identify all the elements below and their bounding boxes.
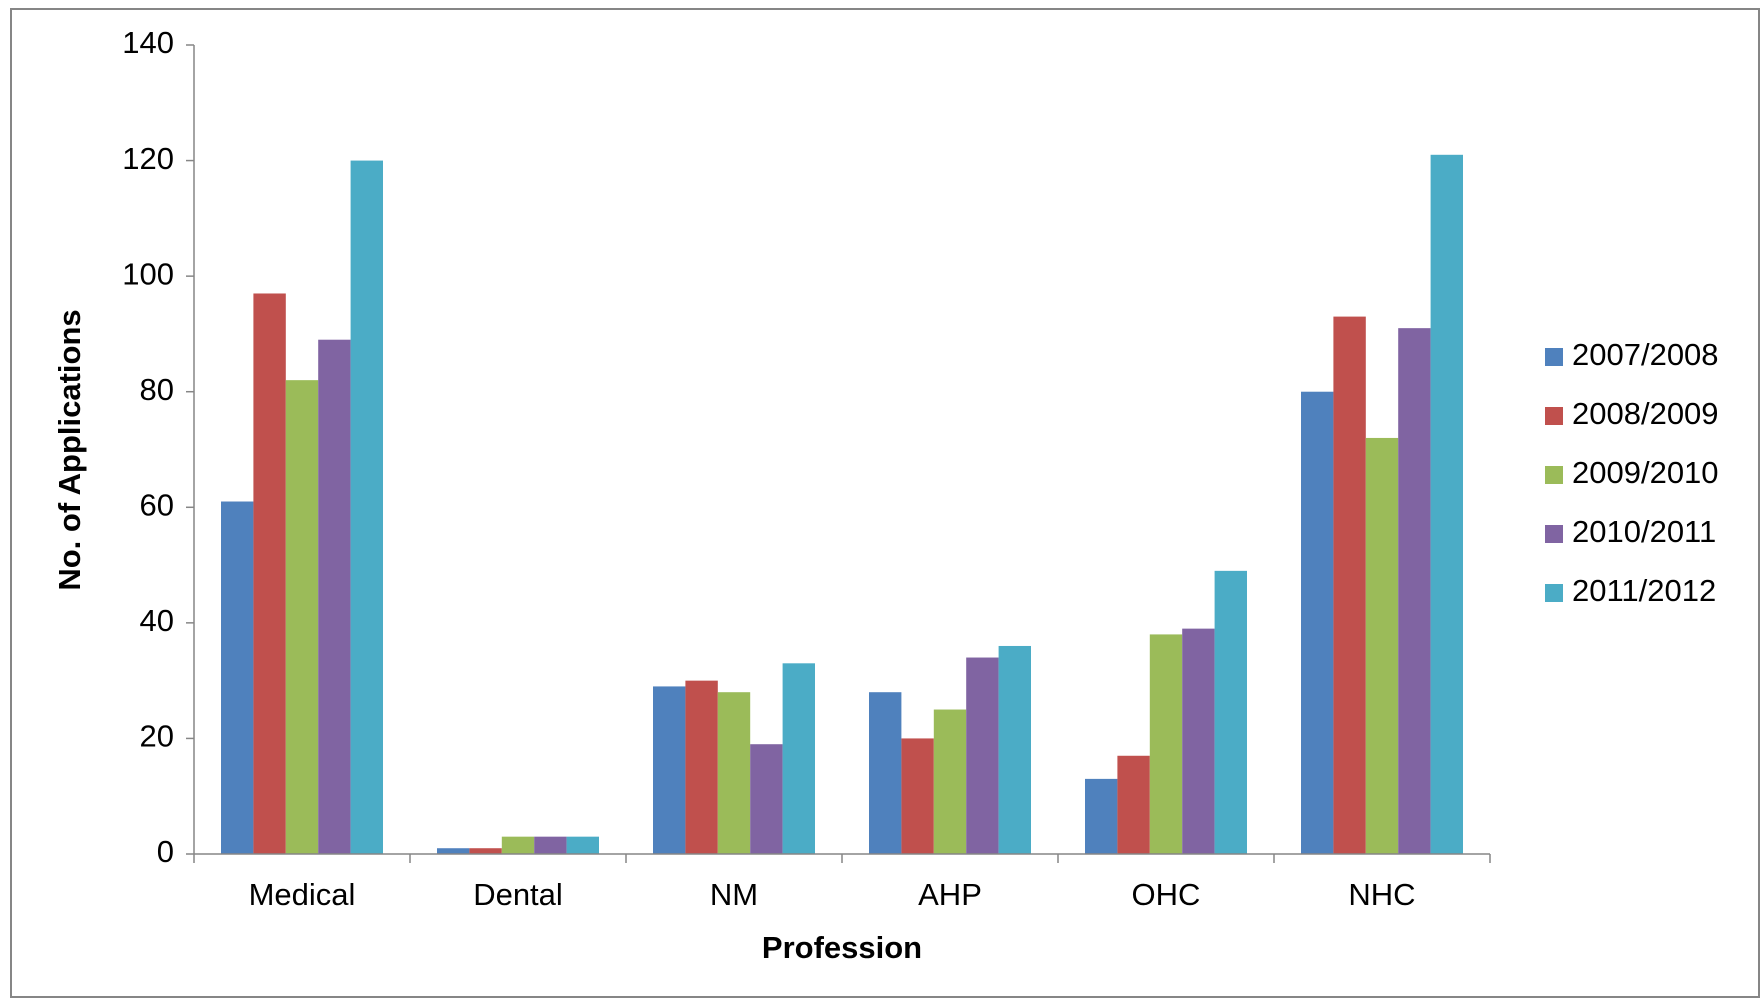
bar [685, 680, 718, 854]
bar [782, 663, 815, 854]
bar [1365, 437, 1399, 854]
bar [437, 848, 470, 854]
bar [1214, 570, 1247, 854]
bar [933, 709, 967, 854]
y-tick-label: 120 [122, 141, 174, 176]
legend-swatch [1545, 525, 1563, 543]
legend-label: 2009/2010 [1572, 455, 1719, 490]
y-tick-label: 0 [157, 834, 174, 869]
y-tick-label: 40 [140, 603, 174, 638]
bar [1430, 154, 1463, 855]
bar [318, 339, 351, 854]
bar [869, 692, 902, 854]
x-axis-label: Profession [762, 930, 922, 965]
bar [1301, 391, 1334, 854]
bar [1085, 778, 1118, 854]
y-tick-label: 140 [122, 25, 174, 60]
bar [469, 848, 502, 854]
bar [566, 836, 599, 854]
legend-swatch [1545, 466, 1563, 484]
bar [966, 657, 999, 854]
y-axis-label: No. of Applications [52, 309, 87, 590]
legend-label: 2010/2011 [1572, 514, 1716, 549]
legend-swatch [1545, 348, 1563, 366]
y-tick-label: 100 [122, 256, 174, 291]
bar [717, 692, 751, 854]
bar [750, 744, 783, 854]
bar [901, 738, 934, 854]
bar [1333, 316, 1366, 854]
y-tick-label: 80 [140, 372, 174, 407]
legend-swatch [1545, 584, 1563, 602]
bar [1182, 628, 1215, 854]
legend-label: 2011/2012 [1572, 573, 1716, 608]
x-tick-label: Medical [249, 877, 356, 912]
x-tick-label: NM [710, 877, 758, 912]
bar [534, 836, 567, 854]
y-tick-label: 20 [140, 719, 174, 754]
bar [350, 160, 383, 855]
x-tick-label: OHC [1132, 877, 1201, 912]
bar [501, 836, 535, 854]
x-tick-label: AHP [918, 877, 982, 912]
legend-swatch [1545, 407, 1563, 425]
x-tick-label: NHC [1348, 877, 1415, 912]
legend-label: 2007/2008 [1572, 337, 1719, 372]
bar [1398, 328, 1431, 854]
bar [285, 380, 319, 854]
legend-label: 2008/2009 [1572, 396, 1719, 431]
bar [221, 501, 254, 854]
bar [1117, 755, 1150, 854]
bar [998, 645, 1031, 854]
bar [1149, 634, 1183, 854]
x-tick-label: Dental [473, 877, 563, 912]
y-tick-label: 60 [140, 487, 174, 522]
bar [653, 686, 686, 854]
bar [253, 293, 286, 854]
